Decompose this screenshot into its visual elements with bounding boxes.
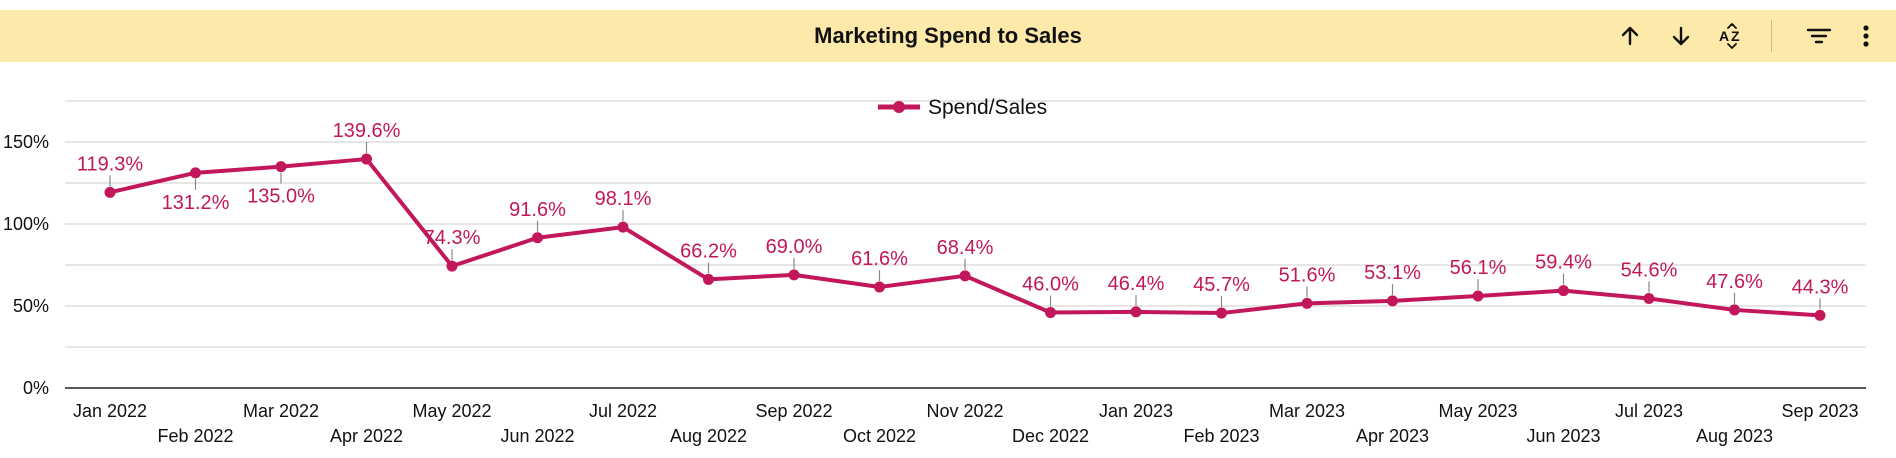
x-tick-label: Feb 2023 <box>1183 426 1259 446</box>
data-label: 47.6% <box>1706 271 1763 293</box>
svg-text:A: A <box>1719 28 1729 44</box>
x-tick-label: Dec 2022 <box>1012 426 1089 446</box>
x-tick-label: Jul 2022 <box>589 401 657 421</box>
data-point <box>1130 306 1142 318</box>
data-label: 98.1% <box>595 188 652 210</box>
legend-label: Spend/Sales <box>928 96 1047 119</box>
data-point <box>1045 307 1056 319</box>
x-tick-label: Jul 2023 <box>1615 401 1683 421</box>
data-label: 139.6% <box>333 120 401 142</box>
data-label: 135.0% <box>247 186 315 208</box>
y-tick-label: 150% <box>3 132 49 152</box>
data-point <box>788 269 800 281</box>
data-point <box>275 161 287 173</box>
data-point <box>959 270 971 282</box>
data-label: 45.7% <box>1193 274 1250 296</box>
data-point <box>617 221 629 233</box>
data-point <box>446 260 458 272</box>
data-point <box>874 281 885 293</box>
data-label: 61.6% <box>851 248 908 270</box>
x-tick-label: Feb 2022 <box>157 426 233 446</box>
data-point <box>532 232 543 244</box>
data-label: 54.6% <box>1621 259 1678 281</box>
svg-text:Z: Z <box>1731 28 1740 44</box>
sort-ascending-icon[interactable] <box>1612 18 1648 54</box>
x-tick-label: Jan 2023 <box>1099 401 1173 421</box>
data-label: 66.2% <box>680 240 737 262</box>
data-point <box>1387 295 1398 307</box>
data-label: 74.3% <box>424 227 481 249</box>
x-tick-label: Jun 2022 <box>500 426 574 446</box>
data-point <box>190 167 201 179</box>
x-tick-label: May 2022 <box>412 401 491 421</box>
data-point <box>104 186 116 198</box>
data-label: 119.3% <box>77 153 144 175</box>
legend-marker <box>893 101 905 113</box>
x-tick-label: Jun 2023 <box>1526 426 1600 446</box>
x-tick-label: May 2023 <box>1438 401 1517 421</box>
data-label: 46.0% <box>1022 274 1079 296</box>
x-tick-label: Apr 2022 <box>330 426 403 446</box>
x-tick-label: Mar 2022 <box>243 401 319 421</box>
line-chart: 0% 50% 100% 150% Jan 2022 Feb 2022 Mar 2022 Apr… <box>3 96 1866 446</box>
toolbar-divider <box>1771 20 1772 52</box>
data-point <box>1729 304 1740 316</box>
y-tick-label: 0% <box>23 378 49 398</box>
x-tick-label: Sep 2022 <box>755 401 832 421</box>
y-tick-label: 50% <box>13 296 49 316</box>
data-label: 68.4% <box>937 237 994 259</box>
x-tick-label: Apr 2023 <box>1356 426 1429 446</box>
more-options-icon[interactable] <box>1848 18 1884 54</box>
data-point <box>361 153 372 165</box>
x-tick-label: Jan 2022 <box>73 401 147 421</box>
data-point <box>1814 309 1826 321</box>
x-tick-label: Aug 2022 <box>670 426 747 446</box>
data-label: 131.2% <box>162 192 230 214</box>
x-tick-label: Nov 2022 <box>926 401 1003 421</box>
data-point <box>1643 292 1655 304</box>
data-label: 59.4% <box>1535 252 1592 274</box>
x-tick-label: Sep 2023 <box>1781 401 1858 421</box>
data-point <box>1301 297 1313 309</box>
x-tick-label: Aug 2023 <box>1696 426 1773 446</box>
data-label: 56.1% <box>1450 257 1507 279</box>
data-label: 69.0% <box>766 236 823 258</box>
data-point <box>703 273 714 285</box>
chart-title: Marketing Spend to Sales <box>814 23 1082 48</box>
data-label: 44.3% <box>1792 276 1849 298</box>
data-label: 46.4% <box>1108 273 1165 295</box>
x-tick-label: Oct 2022 <box>843 426 916 446</box>
data-point <box>1472 290 1484 302</box>
chart-header: Marketing Spend to Sales A Z <box>0 10 1896 62</box>
data-label: 91.6% <box>509 199 566 221</box>
data-label: 53.1% <box>1364 262 1421 284</box>
y-tick-label: 100% <box>3 214 49 234</box>
data-label: 51.6% <box>1279 264 1336 286</box>
filter-icon[interactable] <box>1801 18 1837 54</box>
sort-az-icon[interactable]: A Z <box>1714 18 1750 54</box>
data-point <box>1216 307 1227 319</box>
data-point <box>1558 285 1569 297</box>
sort-descending-icon[interactable] <box>1663 18 1699 54</box>
x-tick-label: Mar 2023 <box>1269 401 1345 421</box>
